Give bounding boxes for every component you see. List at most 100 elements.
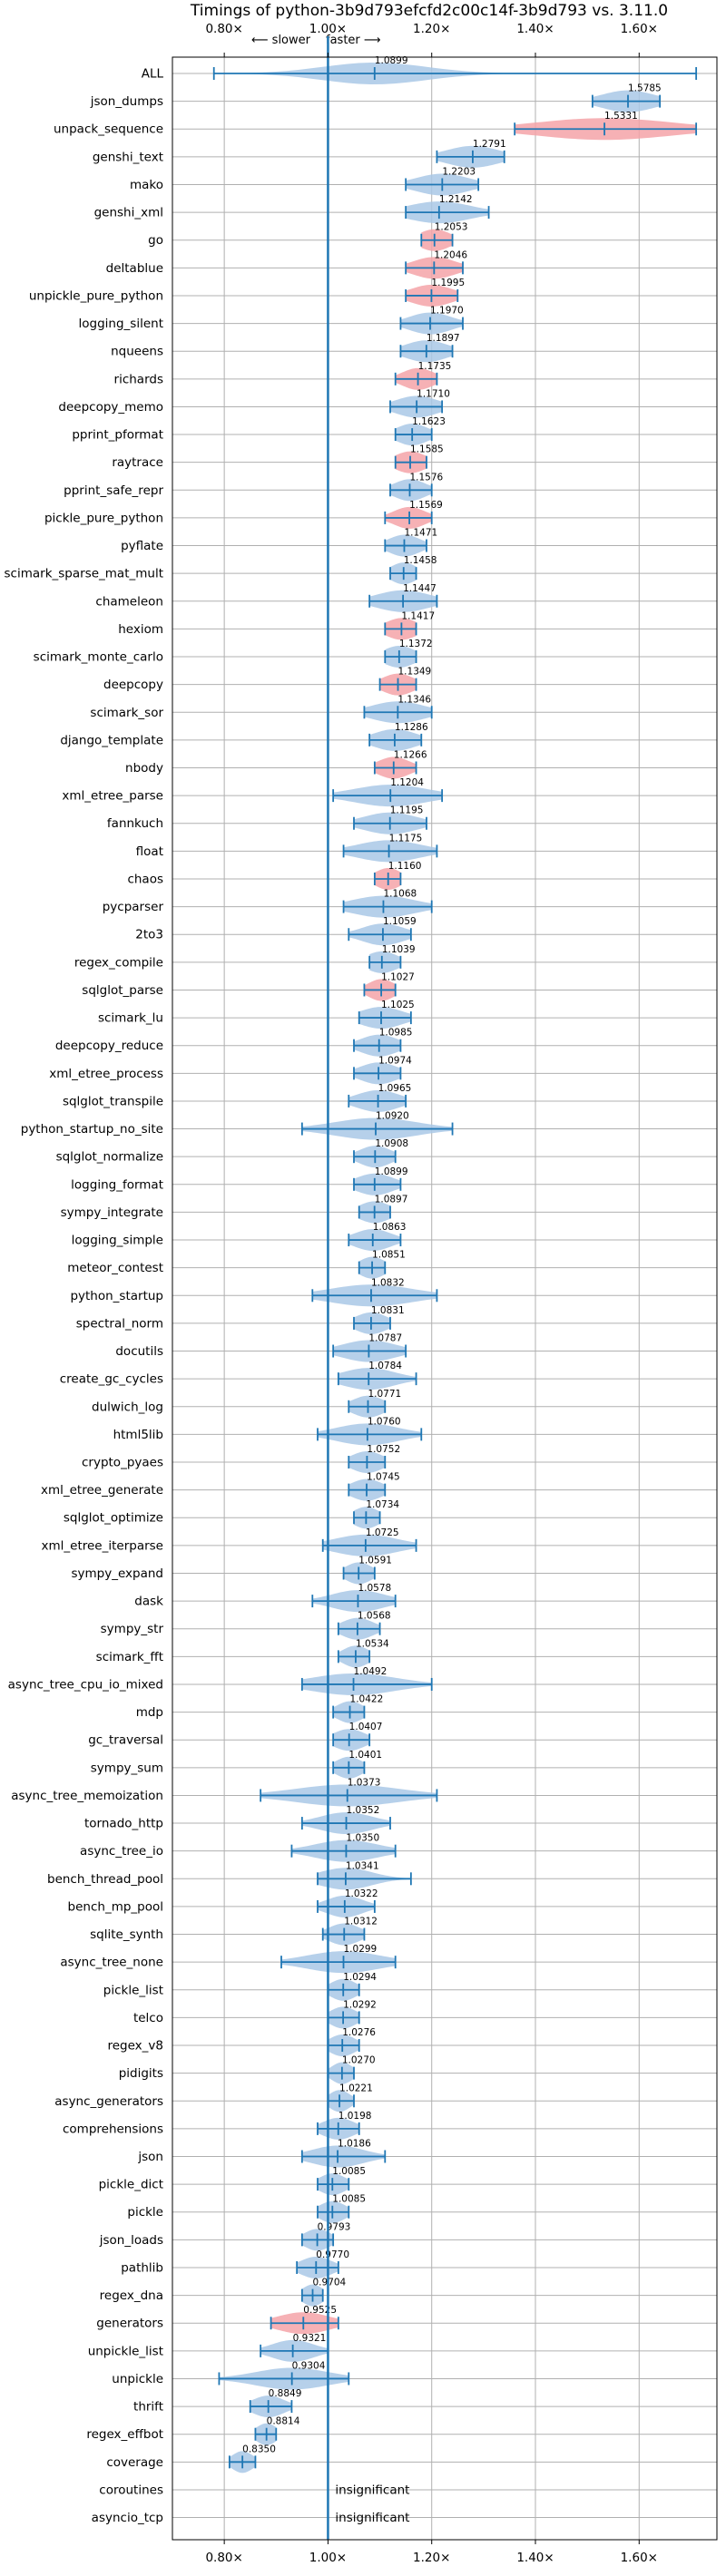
row-label-nbody: nbody [125,761,163,776]
row-label-thrift: thrift [133,2400,163,2415]
top-tick-label-3: 1.40× [516,22,554,36]
row-label-json-dumps: json_dumps [90,94,163,109]
slower-direction-label: ⟵ slower [251,34,311,47]
row-label-xml-etree-process: xml_etree_process [49,1067,163,1081]
row-label-asyncio-tcp: asyncio_tcp [92,2511,163,2525]
row-label-async-generators: async_generators [54,2094,163,2109]
row-label-pycparser: pycparser [103,900,164,914]
mean-label-meteor-contest: 1.0851 [372,1250,406,1261]
mean-label-richards: 1.1735 [418,361,452,372]
mean-label-raytrace: 1.1585 [410,444,444,455]
mean-label-xml-etree-iterparse: 1.0725 [366,1527,399,1538]
mean-label-pyflate: 1.1471 [404,528,437,539]
row-label-gc-traversal: gc_traversal [88,1733,163,1748]
mean-label-sqlglot-parse: 1.1027 [381,971,415,982]
mean-label-generators: 0.9525 [303,2305,337,2316]
row-label-logging-format: logging_format [71,1177,163,1192]
insignificant-label-asyncio-tcp: insignificant [335,2511,409,2525]
bottom-tick-label-4: 1.60× [621,2551,658,2565]
row-label-docutils: docutils [115,1344,163,1359]
mean-label-unpack-sequence: 1.5331 [604,111,638,122]
row-label-pickle-pure-python: pickle_pure_python [44,511,163,525]
row-label-async-tree-none: async_tree_none [60,1956,163,1970]
mean-label-pickle: 1.0085 [332,2194,366,2205]
mean-label-nqueens: 1.1897 [427,333,460,344]
row-label-sqlglot-normalize: sqlglot_normalize [56,1150,163,1165]
mean-label-hexiom: 1.1417 [401,610,435,621]
row-label-unpickle-pure-python: unpickle_pure_python [29,288,163,303]
mean-label-sqlglot-optimize: 1.0734 [366,1499,399,1510]
row-label-deepcopy-reduce: deepcopy_reduce [55,1039,163,1053]
mean-label-genshi-xml: 1.2142 [439,194,473,205]
row-label-python-startup: python_startup [70,1289,163,1303]
row-label-pidigits: pidigits [119,2066,163,2081]
row-label-sqlglot-parse: sqlglot_parse [82,983,163,998]
violin-marks: 1.0899 1.5785 1.5331 1.2791 1.2203 1.2142 1.20… [212,55,698,2525]
row-label-scimark-fft: scimark_fft [96,1650,163,1664]
row-label-logging-silent: logging_silent [79,317,163,331]
mean-label-unpickle: 0.9304 [292,2360,326,2371]
mean-label-pprint-safe-repr: 1.1576 [409,472,443,483]
row-label-xml-etree-parse: xml_etree_parse [62,789,163,804]
mean-label-json: 1.0186 [338,2139,371,2150]
row-label-dulwich-log: dulwich_log [92,1400,163,1414]
mean-label-python-startup-no-site: 1.0920 [376,1111,409,1122]
row-label-deltablue: deltablue [106,261,163,276]
mean-label-regex-compile: 1.1039 [382,944,416,955]
top-tick-label-4: 1.60× [621,22,658,36]
row-label-pprint-pformat: pprint_pformat [72,428,163,443]
mean-label-deepcopy: 1.1349 [398,667,432,678]
row-label-async-tree-io: async_tree_io [80,1844,163,1859]
faster-direction-label: faster ⟶ [326,34,381,47]
mean-label-dask: 1.0578 [358,1583,391,1594]
row-label-unpack-sequence: unpack_sequence [54,122,163,137]
row-label-mako: mako [130,178,163,192]
mean-label-python-startup: 1.0832 [371,1277,405,1288]
row-label-raytrace: raytrace [112,455,163,470]
mean-label-logging-simple: 1.0863 [373,1222,407,1233]
mean-label-unpickle-list: 0.9321 [293,2333,327,2344]
bottom-tick-label-0: 0.80× [205,2551,242,2565]
bottom-tick-label-1: 1.00× [309,2551,347,2565]
mean-label-logging-format: 1.0899 [375,1166,408,1177]
row-label-genshi-xml: genshi_xml [94,206,163,220]
mean-label-spectral-norm: 1.0831 [371,1305,405,1316]
row-label-html5lib: html5lib [113,1428,163,1442]
mean-label-pprint-pformat: 1.1623 [412,416,446,427]
row-label-xml-etree-generate: xml_etree_generate [41,1483,163,1498]
mean-label-xml-etree-process: 1.0974 [378,1055,412,1066]
mean-label-scimark-monte-carlo: 1.1372 [399,639,433,649]
row-label-chameleon: chameleon [95,594,163,609]
row-label-fannkuch: fannkuch [107,816,163,831]
row-label-float: float [136,844,163,859]
row-label-pickle-list: pickle_list [103,1983,163,1997]
row-label-pprint-safe-repr: pprint_safe_repr [64,483,163,498]
mean-label-pickle-pure-python: 1.1569 [409,500,443,511]
mean-label-comprehensions: 1.0198 [338,2111,372,2122]
mean-label-deepcopy-reduce: 1.0985 [379,1028,413,1039]
row-label-sqlglot-transpile: sqlglot_transpile [63,1094,163,1108]
row-label-bench-thread-pool: bench_thread_pool [47,1872,163,1887]
insignificant-label-coroutines: insignificant [335,2483,409,2497]
mean-label-sympy-expand: 1.0591 [358,1555,392,1566]
mean-label-deepcopy-memo: 1.1710 [417,388,450,399]
mean-label-pathlib: 0.9770 [316,2249,349,2260]
mean-label-scimark-lu: 1.1025 [381,1000,415,1010]
axes-frame [172,56,718,2541]
mean-label-async-tree-none: 1.0299 [344,1944,378,1955]
row-label-sympy-integrate: sympy_integrate [61,1205,163,1220]
mean-label-coverage: 0.8350 [242,2444,276,2454]
row-label-json: json [137,2150,163,2164]
row-label-django-template: django_template [60,733,163,747]
row-label-nqueens: nqueens [111,345,163,359]
mean-label-sqlglot-transpile: 1.0965 [378,1083,412,1094]
mean-label-thrift: 0.8849 [269,2388,302,2399]
row-label-regex-effbot: regex_effbot [86,2427,163,2442]
mean-label-telco: 1.0292 [343,1999,377,2010]
row-label-async-tree-memoization: async_tree_memoization [11,1789,163,1803]
row-label-xml-etree-iterparse: xml_etree_iterparse [42,1538,164,1553]
mean-label-go: 1.2053 [435,222,468,233]
row-label-crypto-pyaes: crypto_pyaes [82,1456,163,1470]
row-label-regex-v8: regex_v8 [107,2039,163,2054]
